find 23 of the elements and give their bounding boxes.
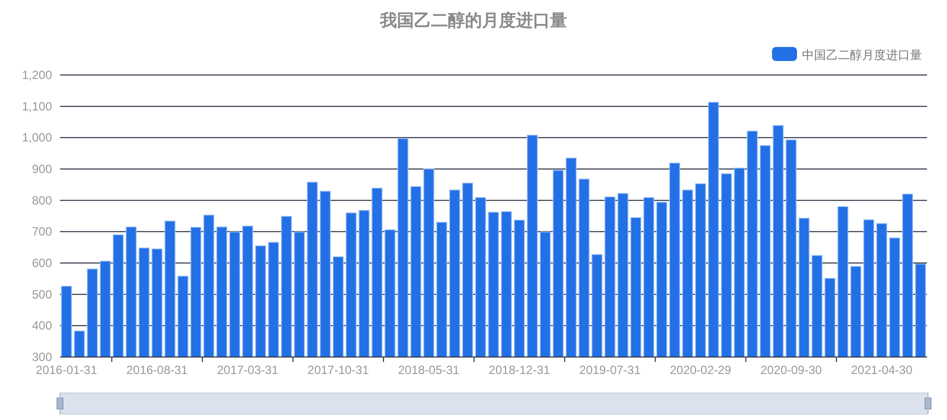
legend-item: 中国乙二醇月度进口量 <box>772 47 922 62</box>
legend-label: 中国乙二醇月度进口量 <box>802 48 922 62</box>
x-tick-label: 2020-09-30 <box>760 363 822 377</box>
y-tick-label: 1,000 <box>22 130 52 145</box>
x-tick-label: 2020-02-29 <box>670 363 732 377</box>
x-tick-label: 2018-12-31 <box>488 363 550 377</box>
y-tick-label: 900 <box>32 162 52 176</box>
y-tick-label: 1,200 <box>22 68 52 82</box>
x-tick-label: 2017-03-31 <box>216 363 279 377</box>
x-tick-label: 2016-01-31 <box>36 363 98 377</box>
y-tick-label: 600 <box>32 256 52 270</box>
x-tick-label: 2016-08-31 <box>126 363 188 377</box>
x-tick-label: 2019-07-31 <box>579 363 641 377</box>
y-tick-label: 500 <box>32 287 52 302</box>
x-tick-label: 2021-04-30 <box>851 363 913 377</box>
y-tick-label: 400 <box>32 318 52 333</box>
chart-title: 我国乙二醇的月度进口量 <box>379 11 567 30</box>
x-tick-label: 2017-10-31 <box>308 363 370 377</box>
y-tick-label: 800 <box>32 193 52 208</box>
y-tick-label: 700 <box>32 224 52 239</box>
x-tick-label: 2018-05-31 <box>398 363 460 377</box>
y-tick-label: 300 <box>32 350 52 364</box>
y-tick-label: 1,100 <box>22 99 52 114</box>
